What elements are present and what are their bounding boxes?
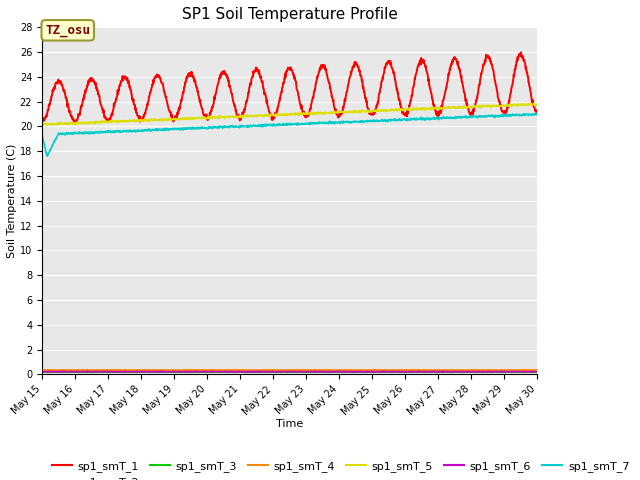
sp1_smT_1	[533, 108, 541, 114]
sp1_smT_2	[431, 368, 439, 374]
sp1_smT_1	[136, 117, 144, 122]
sp1_smT_6	[533, 369, 541, 375]
sp1_smT_3	[431, 369, 439, 375]
sp1_smT_6	[431, 369, 439, 374]
sp1_smT_5	[148, 117, 156, 122]
sp1_smT_5	[533, 101, 541, 107]
sp1_smT_3	[204, 370, 211, 375]
sp1_smT_4	[38, 367, 46, 373]
sp1_smT_7	[44, 153, 51, 159]
sp1_smT_4	[382, 368, 390, 373]
sp1_smT_6	[427, 369, 435, 375]
sp1_smT_1	[366, 111, 374, 117]
sp1_smT_4	[148, 367, 156, 373]
sp1_smT_2	[148, 368, 156, 374]
sp1_smT_2	[367, 368, 374, 374]
sp1_smT_5	[519, 101, 527, 107]
sp1_smT_7	[148, 127, 156, 132]
sp1_smT_5	[38, 121, 46, 127]
Y-axis label: Soil Temperature (C): Soil Temperature (C)	[7, 144, 17, 258]
Line: sp1_smT_4: sp1_smT_4	[42, 370, 537, 371]
sp1_smT_6	[38, 369, 46, 374]
sp1_smT_2	[196, 369, 204, 374]
sp1_smT_6	[148, 369, 156, 374]
sp1_smT_5	[475, 103, 483, 108]
sp1_smT_5	[204, 115, 212, 121]
sp1_smT_4	[204, 367, 211, 373]
sp1_smT_1	[204, 117, 212, 123]
sp1_smT_5	[136, 118, 144, 124]
sp1_smT_1	[475, 85, 483, 91]
sp1_smT_5	[44, 122, 51, 128]
sp1_smT_7	[533, 111, 541, 117]
sp1_smT_7	[366, 119, 374, 124]
sp1_smT_1	[431, 107, 439, 112]
Text: TZ_osu: TZ_osu	[45, 24, 90, 37]
sp1_smT_1	[148, 82, 156, 87]
sp1_smT_6	[204, 369, 212, 374]
sp1_smT_4	[136, 367, 144, 373]
sp1_smT_4	[533, 367, 541, 373]
sp1_smT_7	[38, 132, 46, 138]
sp1_smT_3	[533, 370, 541, 375]
sp1_smT_2	[533, 368, 541, 374]
sp1_smT_6	[136, 369, 144, 375]
sp1_smT_2	[271, 368, 279, 373]
sp1_smT_4	[475, 367, 483, 373]
sp1_smT_6	[475, 369, 483, 374]
sp1_smT_2	[136, 368, 144, 374]
sp1_smT_4	[431, 367, 439, 373]
X-axis label: Time: Time	[276, 420, 303, 429]
sp1_smT_2	[475, 368, 483, 374]
Title: SP1 Soil Temperature Profile: SP1 Soil Temperature Profile	[182, 7, 397, 22]
sp1_smT_4	[366, 367, 374, 373]
sp1_smT_4	[399, 367, 406, 372]
sp1_smT_3	[428, 369, 435, 374]
Line: sp1_smT_1: sp1_smT_1	[42, 52, 537, 123]
sp1_smT_7	[204, 126, 212, 132]
sp1_smT_3	[38, 369, 46, 375]
Line: sp1_smT_2: sp1_smT_2	[42, 371, 537, 372]
sp1_smT_3	[475, 369, 483, 375]
sp1_smT_7	[136, 128, 144, 133]
sp1_smT_3	[148, 369, 156, 375]
sp1_smT_3	[513, 370, 520, 375]
Line: sp1_smT_5: sp1_smT_5	[42, 104, 537, 125]
sp1_smT_1	[38, 118, 46, 124]
sp1_smT_3	[366, 369, 374, 375]
sp1_smT_2	[38, 368, 46, 374]
sp1_smT_7	[475, 114, 483, 120]
sp1_smT_7	[532, 111, 540, 117]
sp1_smT_6	[366, 369, 374, 374]
sp1_smT_7	[431, 116, 439, 122]
sp1_smT_5	[431, 106, 439, 111]
Line: sp1_smT_7: sp1_smT_7	[42, 114, 537, 156]
sp1_smT_1	[71, 120, 79, 126]
sp1_smT_2	[204, 368, 212, 374]
sp1_smT_1	[517, 49, 525, 55]
sp1_smT_6	[68, 369, 76, 374]
sp1_smT_3	[136, 369, 144, 375]
Legend: sp1_smT_1, sp1_smT_2, sp1_smT_3, sp1_smT_4, sp1_smT_5, sp1_smT_6, sp1_smT_7: sp1_smT_1, sp1_smT_2, sp1_smT_3, sp1_smT…	[47, 456, 634, 480]
sp1_smT_5	[366, 108, 374, 114]
